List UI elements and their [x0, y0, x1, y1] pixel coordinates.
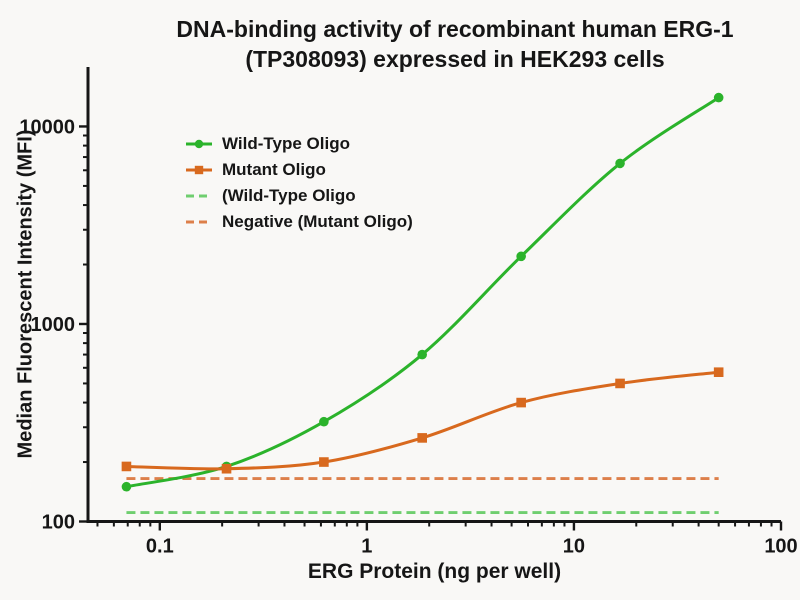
legend-line-sample — [186, 139, 212, 149]
curve-series — [124, 370, 721, 471]
legend-label: Wild-Type Oligo — [222, 134, 350, 153]
data-point-marker — [417, 349, 427, 360]
data-point-marker — [121, 461, 132, 472]
legend-swatch-wild-type-line-icon — [185, 137, 213, 151]
legend-item-mutant-oligo: Mutant Oligo — [185, 157, 413, 183]
ticks — [79, 125, 783, 531]
legend-swatch-negative-wild-type-dash-icon — [185, 189, 213, 203]
data-point-marker — [615, 158, 625, 169]
data-point-marker — [319, 457, 329, 467]
data-point-marker — [319, 416, 329, 427]
data-point-marker — [713, 92, 724, 103]
data-point-marker — [713, 367, 724, 377]
x-tick-label: 10 — [563, 536, 585, 558]
y-axis-label: Median Fluorescent Intensity (MFI) — [14, 129, 37, 459]
y-tick-label: 10000 — [19, 116, 75, 138]
legend-item-negative-wild-type: (Wild-Type Oligo — [185, 183, 413, 209]
chart-title-line2: (TP308093) expressed in HEK293 cells — [245, 46, 665, 72]
legend-label: (Wild-Type Oligo — [222, 186, 356, 205]
y-tick-label: 100 — [42, 512, 75, 534]
x-tick-label: 1 — [361, 536, 372, 558]
legend-line-sample — [186, 165, 212, 175]
legend-line-sample — [186, 220, 212, 224]
x-axis-label: ERG Protein (ng per well) — [307, 560, 562, 583]
legend-label: Negative (Mutant Oligo) — [222, 212, 413, 231]
legend-swatch-mutant-line-icon — [185, 163, 213, 177]
x-tick-label: 100 — [764, 536, 797, 558]
data-point-marker — [516, 251, 526, 262]
data-point-marker — [221, 463, 232, 474]
x-tick-label: 0.1 — [146, 536, 174, 558]
data-point-marker — [516, 397, 526, 408]
legend-item-wild-type-oligo: Wild-Type Oligo — [185, 131, 413, 157]
chart-title-line1: DNA-binding activity of recombinant huma… — [176, 16, 734, 42]
data-point-marker — [615, 378, 625, 389]
y-tick-label: 1000 — [31, 314, 76, 336]
tick-labels: 0.1 1 10 100 100 1000 10000 — [19, 116, 797, 557]
chart-title: DNA-binding activity of recombinant huma… — [110, 14, 800, 74]
data-point-marker — [417, 433, 427, 443]
legend-line-sample — [186, 194, 212, 198]
legend-label: Mutant Oligo — [222, 160, 326, 179]
legend-item-negative-mutant: Negative (Mutant Oligo) — [185, 209, 413, 235]
data-point-marker — [121, 481, 132, 492]
legend-swatch-negative-mutant-dash-icon — [185, 215, 213, 229]
legend: Wild-Type Oligo Mutant Oligo (Wild-Type … — [185, 131, 413, 235]
